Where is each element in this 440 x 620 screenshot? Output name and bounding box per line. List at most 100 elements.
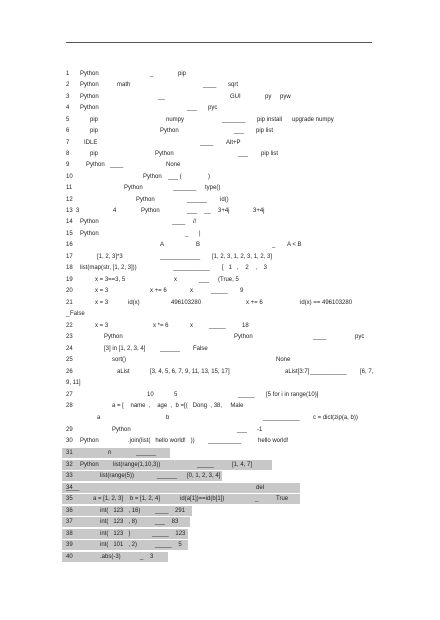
text-fragment: 9 [240,288,244,294]
text-fragment: ___ ( [168,174,182,180]
highlight [62,506,192,516]
text-fragment: _____ [238,392,255,398]
text-fragment: pyc [355,334,365,340]
text-fragment: Python [80,71,99,77]
highlight [62,460,272,470]
highlight [62,552,168,562]
text-fragment: id(a[1])==id(b[1]) [180,496,225,502]
text-fragment: 9, 11] [66,380,81,386]
line-number: 35 [66,496,73,502]
line-number: 13 [66,208,73,214]
text-fragment: pyc [208,105,218,111]
text-fragment: // [193,219,197,225]
line-number: 1 [66,71,70,77]
text-fragment: ___________ [310,369,347,375]
text-fragment: A < B [287,242,302,248]
text-fragment: Alt+P [226,140,241,146]
text-fragment: [1, 4, 7] [232,462,253,468]
text-fragment: ____ [110,162,124,168]
line-number: 16 [66,242,73,248]
line-number: 15 [66,231,73,237]
text-fragment: pip [90,117,99,123]
text-fragment: .join(list( hello world! )) [128,438,195,444]
line-number: 28 [66,403,73,409]
text-fragment: _ 3 [140,554,154,560]
text-fragment: A [160,242,165,248]
text-fragment: 3+4j [253,208,265,214]
line-number: 23 [66,334,73,340]
line-number: 21 [66,300,73,306]
text-fragment: list(map(str, [1, 2, 3])) [80,265,137,271]
text-fragment: ____ [172,219,186,225]
line-number: 36 [66,508,73,514]
text-fragment: (True, 5 [218,277,239,283]
text-fragment: Python [80,219,99,225]
line-number: 12 [66,197,73,203]
text-fragment: int( 123 ) [100,531,131,537]
highlight [62,517,190,527]
text-fragment: Python [104,334,123,340]
text-fragment: Python [234,334,253,340]
highlight [62,529,188,539]
text-fragment: Python [155,151,174,157]
text-fragment: ____ [200,140,214,146]
line-number: 37 [66,519,73,525]
text-fragment: numpy [166,117,185,123]
text-fragment: _ [150,71,154,77]
text-fragment: a [97,415,101,421]
text-fragment: 18 [242,323,249,329]
text-fragment: ___ [237,427,248,433]
text-fragment: __________ [208,438,242,444]
text-fragment: Python [160,128,179,134]
text-fragment: __ [204,208,211,214]
line-number: 27 [66,392,73,398]
highlight [62,483,300,493]
text-fragment: Python [80,231,99,237]
text-fragment: [1, 2, 3, 1, 2, 3, 1, 2, 3] [212,254,273,260]
text-fragment: None [166,162,181,168]
line-number: 29 [66,427,73,433]
text-fragment: c = dict(zip(a, b)) [313,415,358,421]
text-fragment: IDLE [84,140,98,146]
header-rule [66,42,372,43]
highlight [62,494,300,504]
text-fragment: _____ 123 [152,531,186,537]
text-fragment: .abs(-3) [100,554,121,560]
text-fragment: a = [ name , age , b =[( Dong , 38, Male [112,403,244,409]
line-number: 14 [66,219,73,225]
text-fragment: ____________ [160,254,201,260]
line-number: 25 [66,357,73,363]
text-fragment: aList[3:7] [285,369,310,375]
text-fragment: aList [117,369,130,375]
line-number: 9 [66,162,70,168]
text-fragment: ______ [160,346,181,352]
text-fragment: [ 1 , 2 , 3 [222,265,268,271]
text-fragment: ____ 291 [155,508,186,514]
text-fragment: Python [143,174,162,180]
text-fragment: _______ [173,185,197,191]
text-fragment: ) [208,174,210,180]
text-fragment: _ [185,231,189,237]
text-fragment: del [256,485,265,491]
text-fragment: a = [1, 2, 3] b = [1, 2, 4] [93,496,161,502]
text-fragment: x = 3 [95,300,109,306]
text-fragment: 5 [174,392,178,398]
text-fragment: list(range(1,10,3)) [113,462,161,468]
text-fragment: _ [255,496,259,502]
text-fragment: Python [80,82,99,88]
text-fragment: x += 6 [150,288,167,294]
text-fragment: ___ [234,128,245,134]
text-fragment: pip [178,71,187,77]
line-number: 22 [66,323,73,329]
text-fragment: int( 101 , 2) [100,542,138,548]
text-fragment: b [166,415,170,421]
line-number: 26 [66,369,73,375]
text-fragment: x += 6 [246,300,263,306]
text-fragment: x = 3 [95,323,109,329]
line-number: 32 [66,462,73,468]
text-fragment: Python [124,185,143,191]
text-fragment: Python [112,427,131,433]
text-fragment: pip [90,151,99,157]
text-fragment: False [193,346,208,352]
